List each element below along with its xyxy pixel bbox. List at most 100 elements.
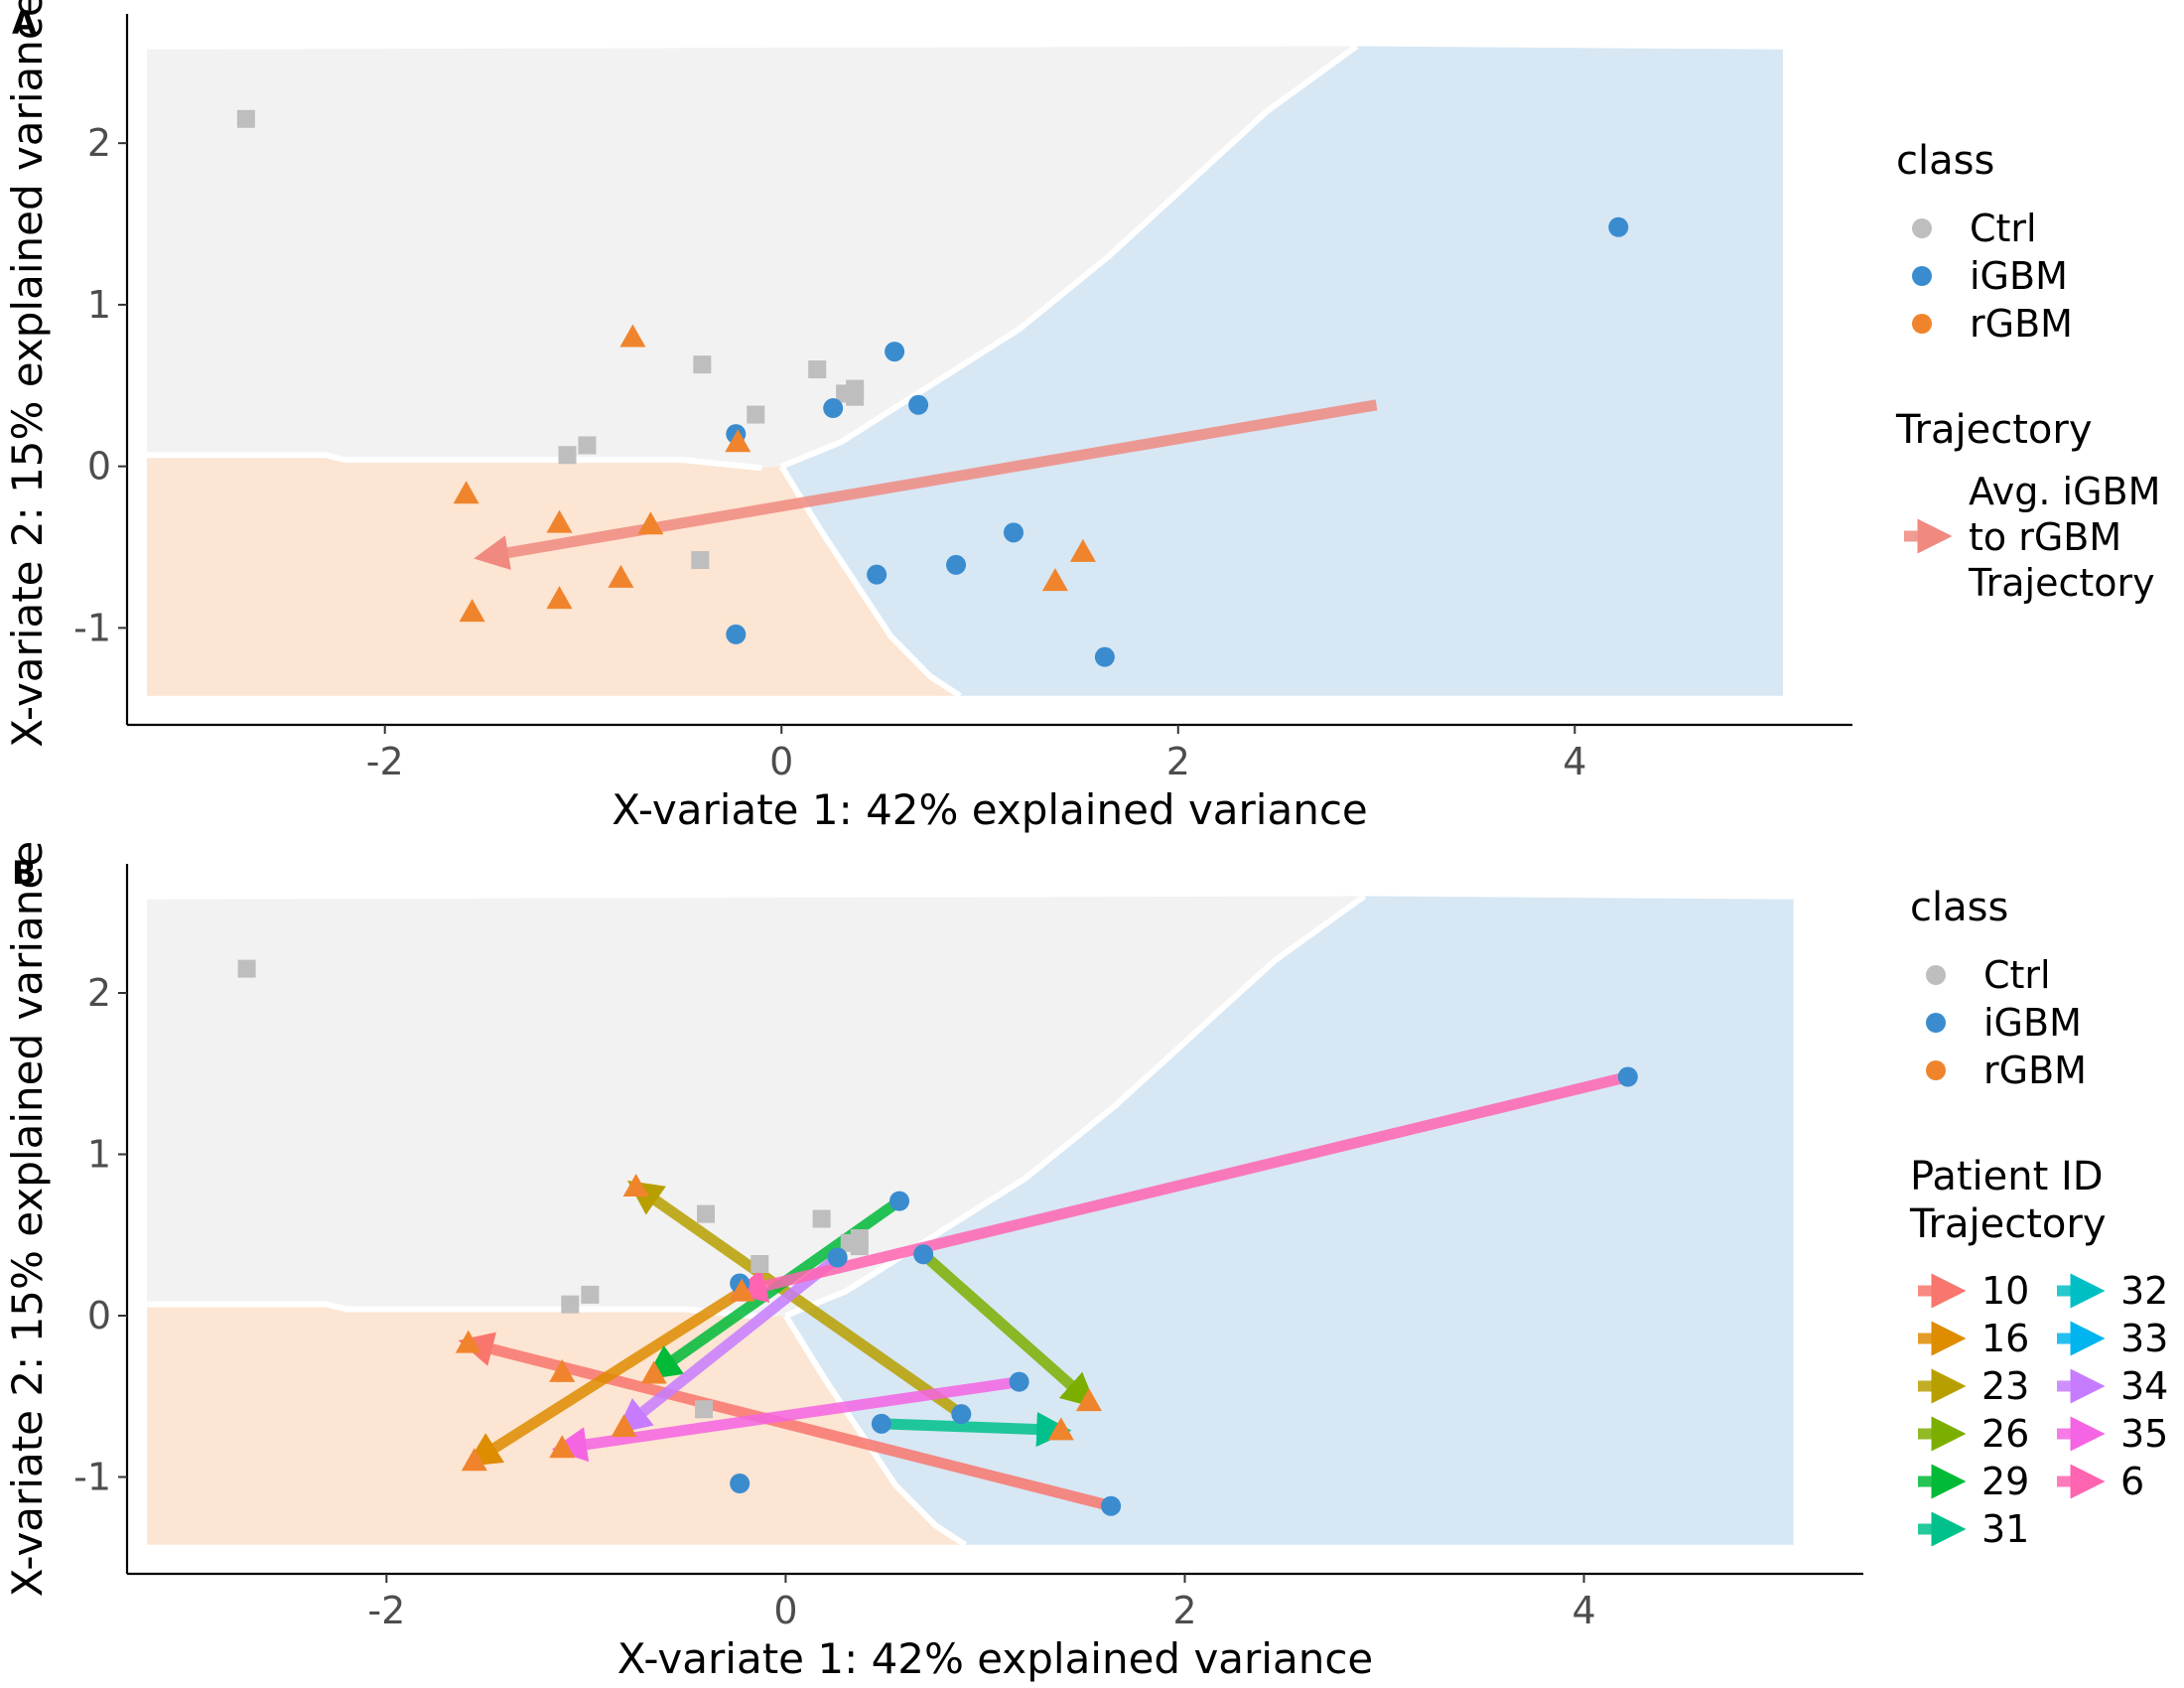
legend-label-igbm: iGBM bbox=[1983, 1001, 2082, 1045]
legend-label-patient-31: 31 bbox=[1981, 1507, 2029, 1551]
legend-label-patient-29: 29 bbox=[1981, 1460, 2029, 1503]
trajectory-arrow-10 bbox=[458, 1332, 1113, 1512]
panel-label-b: B bbox=[12, 854, 36, 892]
point-igbm bbox=[1617, 1066, 1638, 1087]
point-igbm bbox=[1009, 1371, 1029, 1392]
point-rgbm bbox=[546, 586, 573, 610]
trajectory-arrow-avg bbox=[474, 399, 1378, 570]
trajectory-arrow-26 bbox=[919, 1250, 1097, 1409]
legend-label-patient-34: 34 bbox=[2120, 1364, 2168, 1408]
y-tick-label: 2 bbox=[87, 971, 111, 1015]
region-igbm bbox=[785, 896, 1794, 1545]
decision-boundary bbox=[782, 1314, 967, 1548]
point-igbm bbox=[885, 342, 905, 362]
point-igbm bbox=[913, 1244, 934, 1265]
point-rgbm bbox=[461, 1448, 487, 1472]
point-igbm bbox=[908, 394, 929, 415]
y-tick-label: 0 bbox=[87, 1294, 111, 1337]
point-igbm bbox=[867, 564, 887, 585]
trajectory-arrow-16 bbox=[465, 1286, 746, 1467]
x-tick-label: -2 bbox=[366, 740, 404, 783]
point-igbm bbox=[1094, 646, 1115, 667]
point-ctrl bbox=[751, 1255, 769, 1273]
point-igbm bbox=[1608, 216, 1629, 237]
region-ctrl bbox=[147, 896, 1365, 1318]
point-rgbm bbox=[1047, 1417, 1074, 1441]
point-ctrl bbox=[578, 436, 597, 455]
y-tick-label: 2 bbox=[87, 121, 111, 165]
region-ctrl bbox=[146, 46, 1357, 469]
point-rgbm bbox=[549, 1358, 576, 1382]
decision-boundary bbox=[784, 894, 1367, 1319]
point-ctrl bbox=[237, 959, 256, 978]
point-ctrl bbox=[561, 1295, 580, 1314]
y-tick-label: -1 bbox=[73, 606, 111, 649]
point-igbm bbox=[730, 1474, 751, 1493]
point-rgbm bbox=[1069, 538, 1096, 562]
legend-key-igbm bbox=[1926, 1013, 1946, 1033]
point-rgbm bbox=[622, 1174, 649, 1196]
point-ctrl bbox=[236, 109, 255, 128]
x-tick-label: 2 bbox=[1166, 740, 1190, 783]
panel-b: -2 0 2 4 -1 0 1 2 B X-variate 1: 42% explained… bbox=[3, 841, 2168, 1683]
point-igbm bbox=[1003, 522, 1024, 543]
point-rgbm bbox=[546, 509, 573, 533]
point-rgbm bbox=[608, 564, 634, 588]
y-axis-label-a: X-variate 2: 15% explained variance bbox=[3, 0, 52, 748]
panel-label-a: A bbox=[12, 4, 37, 42]
legend-key-igbm bbox=[1912, 266, 1932, 286]
legend-trajectory-title-a: Trajectory bbox=[1895, 407, 2093, 453]
point-rgbm bbox=[640, 1360, 667, 1384]
point-ctrl bbox=[694, 1400, 713, 1419]
point-ctrl bbox=[846, 387, 865, 406]
legend-label-ctrl: Ctrl bbox=[1970, 207, 2037, 250]
point-rgbm bbox=[1075, 1388, 1102, 1412]
legend-label-patient-26: 26 bbox=[1981, 1412, 2029, 1456]
trajectory-arrow-31 bbox=[881, 1411, 1072, 1448]
legend-label-patient-32: 32 bbox=[2120, 1269, 2168, 1313]
decision-boundary bbox=[780, 44, 1359, 470]
x-tick-label: 2 bbox=[1172, 1589, 1196, 1632]
point-ctrl bbox=[850, 1237, 869, 1256]
legend-label-patient-23: 23 bbox=[1981, 1364, 2029, 1408]
point-rgbm bbox=[459, 599, 485, 623]
point-igbm bbox=[951, 1404, 972, 1425]
legend-label-patient-35: 35 bbox=[2120, 1412, 2168, 1456]
point-ctrl bbox=[693, 355, 712, 374]
trajectory-arrow-23 bbox=[626, 1180, 965, 1419]
x-tick-label: 0 bbox=[769, 740, 793, 783]
point-ctrl bbox=[691, 551, 710, 570]
legend-trajectory-title-b-2: Trajectory bbox=[1909, 1201, 2107, 1247]
y-tick-label: 0 bbox=[87, 445, 111, 489]
legend-trajectory-label-a-3: Trajectory bbox=[1968, 561, 2155, 605]
legend-class-title-a: class bbox=[1896, 138, 1994, 184]
point-ctrl bbox=[747, 405, 765, 424]
point-igbm bbox=[823, 398, 844, 419]
legend-trajectory-label-a-1: Avg. iGBM bbox=[1969, 470, 2160, 513]
region-rgbm bbox=[147, 1304, 966, 1545]
x-tick-label: 4 bbox=[1571, 1589, 1595, 1632]
legend-label-patient-33: 33 bbox=[2120, 1317, 2168, 1360]
legend-key-rgbm bbox=[1912, 314, 1932, 334]
point-ctrl bbox=[558, 446, 577, 465]
x-axis-label-a: X-variate 1: 42% explained variance bbox=[612, 785, 1368, 834]
legend-key-rgbm bbox=[1926, 1060, 1946, 1080]
legend-label-patient-6: 6 bbox=[2120, 1460, 2144, 1503]
legend-label-patient-10: 10 bbox=[1981, 1269, 2029, 1313]
point-rgbm bbox=[637, 511, 664, 535]
point-rgbm bbox=[549, 1435, 576, 1459]
region-igbm bbox=[781, 46, 1784, 696]
legend-key-ctrl bbox=[1926, 965, 1946, 985]
panel-a: -2 0 2 4 -1 0 1 2 A X-variate 1: 42% explained… bbox=[3, 0, 2160, 834]
decision-boundary bbox=[778, 465, 962, 699]
legend-key-ctrl bbox=[1912, 218, 1932, 238]
point-ctrl bbox=[581, 1285, 600, 1304]
point-rgbm bbox=[729, 1278, 755, 1302]
legend-label-rgbm: rGBM bbox=[1970, 302, 2073, 346]
legend-class-title-b: class bbox=[1910, 885, 2008, 930]
y-tick-label: 1 bbox=[87, 283, 111, 327]
legend-label-igbm: iGBM bbox=[1970, 254, 2068, 298]
y-tick-label: -1 bbox=[73, 1456, 111, 1499]
